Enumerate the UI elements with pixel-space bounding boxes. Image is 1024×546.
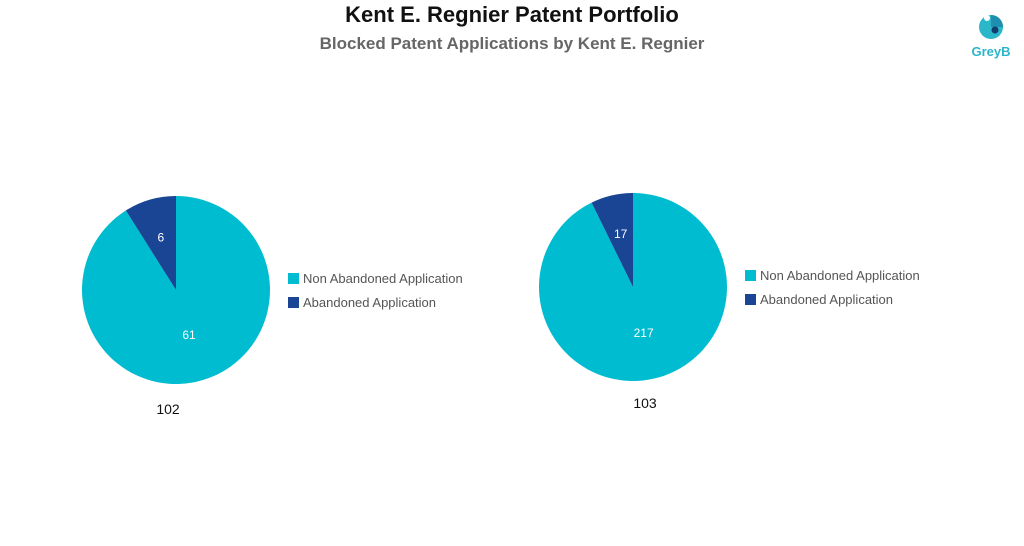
chart-2-data-label-non-abandoned: 217 xyxy=(634,326,654,340)
chart-2-caption: 103 xyxy=(633,395,657,411)
legend-swatch-abandoned xyxy=(745,293,756,305)
chart-1-data-label-non-abandoned: 61 xyxy=(182,328,196,342)
chart-1-caption: 102 xyxy=(156,401,180,417)
chart-subtitle: Blocked Patent Applications by Kent E. R… xyxy=(319,34,705,53)
legend-chart-2: Non Abandoned Application Abandoned Appl… xyxy=(745,263,920,311)
legend-item-abandoned: Abandoned Application xyxy=(288,290,463,314)
legend-item-non-abandoned: Non Abandoned Application xyxy=(745,263,920,287)
legend-chart-1: Non Abandoned Application Abandoned Appl… xyxy=(288,266,463,314)
chart-1-data-label-abandoned: 6 xyxy=(158,231,165,245)
chart-title: Kent E. Regnier Patent Portfolio xyxy=(345,2,679,27)
legend-swatch-non-abandoned xyxy=(745,269,756,281)
legend-item-non-abandoned: Non Abandoned Application xyxy=(288,266,463,290)
chart-1-slice-abandoned xyxy=(125,196,176,290)
chart-2-slice-abandoned xyxy=(591,193,633,287)
legend-swatch-abandoned xyxy=(288,296,299,308)
chart-2-data-label-abandoned: 17 xyxy=(614,227,628,241)
legend-label: Abandoned Application xyxy=(303,294,437,310)
legend-label: Abandoned Application xyxy=(760,291,894,307)
legend-label: Non Abandoned Application xyxy=(303,270,463,286)
legend-label: Non Abandoned Application xyxy=(760,267,920,283)
legend-item-abandoned: Abandoned Application xyxy=(745,287,920,311)
greyb-logo: GreyB xyxy=(966,10,1016,66)
logo-text: GreyB xyxy=(971,44,1011,59)
chart-1-slice-non-abandoned xyxy=(81,196,270,384)
greyb-logo-icon xyxy=(979,15,1003,39)
legend-swatch-non-abandoned xyxy=(288,272,299,284)
